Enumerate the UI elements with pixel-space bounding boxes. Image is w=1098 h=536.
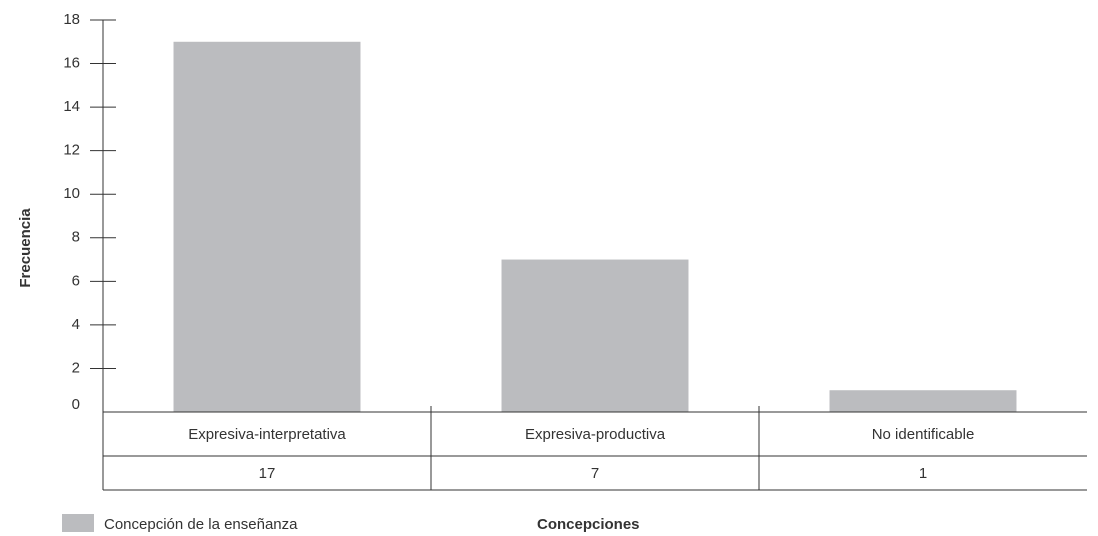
bar: [173, 41, 361, 413]
x-axis-label: Concepciones: [537, 516, 640, 533]
y-tick-label: 6: [72, 272, 80, 289]
y-tick-label: 10: [63, 185, 80, 202]
bars-group: [173, 41, 1017, 413]
y-tick-label: 4: [72, 316, 80, 333]
y-axis-label: Frecuencia: [17, 208, 34, 288]
category-label: Expresiva-productiva: [525, 426, 666, 443]
bar: [829, 390, 1017, 412]
bar: [501, 259, 689, 412]
y-tick-label: 12: [63, 142, 80, 159]
data-table: Expresiva-interpretativa17Expresiva-prod…: [103, 406, 1087, 491]
y-tick-label: 8: [72, 229, 80, 246]
y-tick-label: 0: [72, 396, 80, 413]
y-tick-label: 14: [63, 98, 80, 115]
value-label: 17: [259, 465, 276, 482]
value-label: 1: [919, 465, 927, 482]
category-label: No identificable: [872, 426, 975, 443]
legend-swatch: [62, 514, 94, 532]
y-axis: 0 2 4 6 8 10 12 14 16 18: [63, 11, 116, 490]
y-tick-label: 16: [63, 55, 80, 72]
category-label: Expresiva-interpretativa: [188, 426, 346, 443]
y-tick-label: 18: [63, 11, 80, 28]
legend-label: Concepción de la enseñanza: [104, 516, 298, 533]
y-tick-label: 2: [72, 359, 80, 376]
value-label: 7: [591, 465, 599, 482]
legend: Concepción de la enseñanza: [62, 514, 298, 533]
